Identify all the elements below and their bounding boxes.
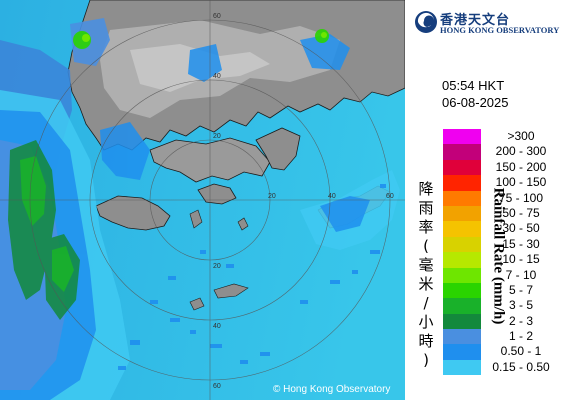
legend-swatch — [443, 159, 481, 176]
rain-echoes-3-5 — [20, 156, 74, 292]
ring-label: 20 — [268, 193, 276, 200]
legend-swatch — [443, 298, 481, 314]
radar-map: 20 40 60 20 40 60 20 40 60 — [0, 0, 405, 400]
legend-label: 100 - 150 — [495, 175, 547, 190]
legend-swatch — [443, 236, 481, 253]
legend-swatch — [443, 205, 481, 222]
legend-labels: >300 200 - 300 150 - 200 100 - 150 75 - 100 5… — [481, 129, 561, 375]
legend-label: 10 - 15 — [502, 252, 540, 267]
lema-island-1 — [213, 283, 249, 299]
ring-label: 60 — [386, 193, 394, 200]
legend-label: 50 - 75 — [502, 205, 540, 220]
lamma-island — [189, 209, 203, 229]
legend-title-en: Rainfall Rate (mm/h) — [490, 187, 507, 325]
timestamp-date: 06-08-2025 — [442, 95, 509, 110]
timestamp-time: 05:54 HKT — [442, 78, 505, 93]
hko-swirl-logo-icon — [415, 11, 437, 33]
legend-swatch — [443, 252, 481, 268]
legend-swatch — [443, 221, 481, 237]
rain-echoes-scattered — [118, 184, 386, 370]
legend-swatches — [443, 129, 481, 376]
legend-label: 30 - 50 — [502, 221, 540, 236]
legend-label: 2 - 3 — [508, 313, 533, 328]
legend-label: 1 - 2 — [508, 329, 533, 344]
copyright-notice: © Hong Kong Observatory — [273, 384, 391, 395]
eastern-peninsula — [255, 127, 301, 171]
org-name-zh: 香港天文台 — [440, 13, 511, 28]
legend-swatch — [443, 344, 481, 360]
legend-label: 15 - 30 — [502, 236, 540, 251]
ring-label: 20 — [213, 133, 221, 140]
legend-swatch — [443, 313, 481, 330]
legend-label: 150 - 200 — [495, 159, 547, 174]
legend-swatch — [443, 175, 481, 191]
legend-swatch — [443, 129, 481, 145]
legend-label: 0.15 - 0.50 — [492, 359, 550, 374]
ring-label: 60 — [213, 383, 221, 390]
ring-label: 60 — [213, 13, 221, 20]
org-name-en: HONG KONG OBSERVATORY — [440, 25, 560, 35]
legend-swatch — [443, 190, 481, 206]
legend-swatch — [443, 144, 481, 160]
ring-label: 40 — [328, 193, 336, 200]
range-ring-labels: 20 40 60 20 40 60 20 40 60 — [213, 13, 394, 390]
legend-swatch — [443, 267, 481, 283]
range-rings — [0, 0, 405, 400]
legend-swatch — [443, 329, 481, 345]
legend-label: 5 - 7 — [508, 282, 533, 297]
ring-label: 40 — [213, 73, 221, 80]
ring-label: 40 — [213, 323, 221, 330]
legend-label: 3 - 5 — [508, 298, 533, 313]
legend-label: >300 — [507, 129, 535, 143]
legend-swatch — [443, 282, 481, 299]
lantau-island — [95, 195, 171, 231]
po-toi-island — [237, 217, 249, 231]
ring-label: 20 — [213, 263, 221, 270]
legend-label: 75 - 100 — [498, 190, 544, 205]
rain-echoes-strong-cells — [73, 29, 329, 49]
legend-title-zh: 降雨率(毫米 / 小時) — [418, 180, 434, 369]
hko-logo — [415, 11, 437, 33]
legend-label: 200 - 300 — [495, 144, 547, 159]
legend-label: 7 - 10 — [505, 267, 537, 282]
legend-label: 0.50 - 1 — [500, 344, 542, 359]
hong-kong-island — [197, 183, 237, 205]
lema-island-2 — [189, 297, 205, 311]
legend-swatch — [443, 359, 481, 376]
